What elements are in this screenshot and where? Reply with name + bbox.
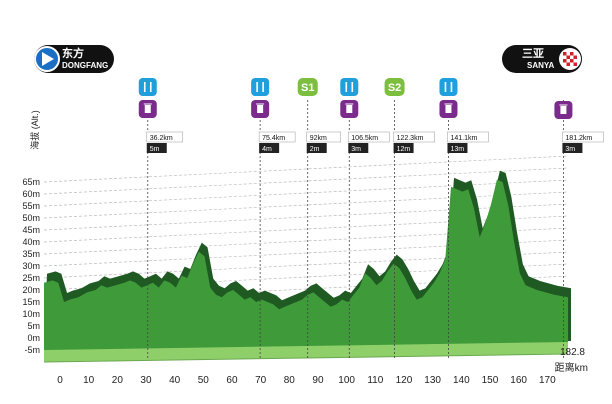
x-tick-label: 70	[255, 375, 267, 386]
x-axis-title: 距离km	[555, 361, 588, 374]
sprint-1-icon	[297, 78, 318, 96]
sprint-2-icon	[384, 78, 405, 96]
waypoint-alt-label: 2m	[310, 146, 320, 153]
profile-base	[44, 342, 568, 362]
waypoint-km-label: 36.2km	[150, 135, 173, 142]
x-tick-label: 0	[57, 375, 63, 386]
x-tick-label: 170	[539, 375, 556, 386]
x-tick-label: 90	[312, 375, 324, 386]
waypoint: 36.2km 5m	[138, 78, 184, 358]
start-badge: 东方 DONGFANG	[34, 45, 114, 73]
waypoint: S1 92km 2m	[297, 78, 341, 358]
feed-icon	[340, 78, 359, 96]
y-tick-label: 10m	[22, 309, 40, 319]
start-name-cn: 东方	[62, 46, 84, 60]
x-tick-label: 80	[284, 375, 296, 386]
x-tick-label: 110	[367, 375, 383, 386]
x-tick-label: 140	[453, 375, 470, 386]
x-tick-label: 40	[169, 375, 181, 386]
waypoint-km-label: 75.4km	[262, 135, 285, 142]
y-tick-label: 35m	[22, 249, 40, 259]
gridline	[43, 167, 569, 195]
gridline	[43, 203, 569, 231]
y-tick-label: 25m	[22, 273, 40, 283]
gridline	[43, 155, 569, 183]
x-tick-label: 150	[482, 375, 499, 386]
x-tick-label: 100	[338, 375, 355, 386]
sprint-label: S2	[388, 82, 401, 94]
y-tick-label: 0m	[27, 333, 40, 343]
feed-icon	[439, 78, 458, 96]
y-tick-label: 55m	[22, 201, 40, 211]
waypoint-alt-label: 12m	[397, 146, 411, 153]
waypoint-alt-label: 13m	[450, 146, 464, 153]
y-tick-label: 30m	[22, 261, 40, 271]
gridline	[43, 179, 569, 207]
x-tick-label: 60	[226, 375, 238, 386]
x-tick-label: 30	[140, 375, 152, 386]
waypoint-km-label: 92km	[310, 135, 327, 142]
checkered-flag-icon	[559, 48, 581, 70]
waypoint: 75.4km 4m	[251, 78, 296, 358]
waypoint-alt-label: 5m	[150, 146, 160, 153]
y-tick-label: 60m	[22, 189, 40, 199]
start-name-en: DONGFANG	[62, 61, 108, 70]
waypoints: 36.2km 5m 75.4km 4m S1 92km 2m 106.5km 3m S2 122.3…	[138, 78, 604, 358]
elevation-profile	[43, 170, 571, 363]
waypoint-km-label: 181.2km	[565, 135, 592, 142]
finish-name-cn: 三亚	[522, 47, 544, 60]
y-tick-label: 50m	[22, 213, 40, 223]
feed-icon	[138, 78, 157, 96]
x-axis-ticks: 0 10 20 30 40 50 60 70 80 90 100 110 120 130 140 150 160…	[57, 375, 556, 386]
y-axis-title: 海拔 (Alt.)	[29, 110, 40, 150]
waypoint-km-label: 106.5km	[351, 135, 378, 142]
waypoint-km-label: 122.3km	[397, 135, 424, 142]
x-tick-label: 20	[112, 375, 124, 386]
y-tick-label: 65m	[22, 177, 40, 187]
y-tick-label: 40m	[22, 237, 40, 247]
y-tick-label: 45m	[22, 225, 40, 235]
waypoint: 106.5km 3m	[340, 78, 390, 358]
waypoint-alt-label: 3m	[351, 146, 361, 153]
feed-icon	[251, 78, 270, 96]
waypoint-alt-label: 4m	[262, 146, 272, 153]
finish-badge: 三亚 SANYA	[502, 45, 582, 73]
y-tick-label: -5m	[25, 345, 41, 355]
gridline	[43, 191, 569, 219]
x-end-label: 182.8	[560, 347, 585, 358]
x-tick-label: 10	[83, 375, 95, 386]
profile-area	[44, 179, 568, 350]
finish-name-en: SANYA	[527, 61, 554, 70]
y-axis-ticks: -5m 0m 5m 10m 15m 20m 25m 30m 35m 40m 45m 50m 55m 60m…	[22, 177, 40, 355]
waypoint: 141.1km 13m	[439, 78, 489, 358]
waypoint-alt-label: 3m	[565, 146, 575, 153]
waypoint: S2 122.3km 12m	[384, 78, 435, 358]
x-tick-label: 130	[424, 375, 441, 386]
x-tick-label: 50	[198, 375, 210, 386]
y-tick-label: 20m	[22, 285, 40, 295]
waypoint-km-label: 141.1km	[450, 135, 477, 142]
x-tick-label: 120	[396, 375, 413, 386]
y-tick-label: 15m	[22, 297, 40, 307]
waypoint: 181.2km 3m	[554, 100, 604, 358]
x-tick-label: 160	[510, 375, 527, 386]
y-tick-label: 5m	[27, 321, 40, 331]
sprint-label: S1	[301, 82, 314, 94]
